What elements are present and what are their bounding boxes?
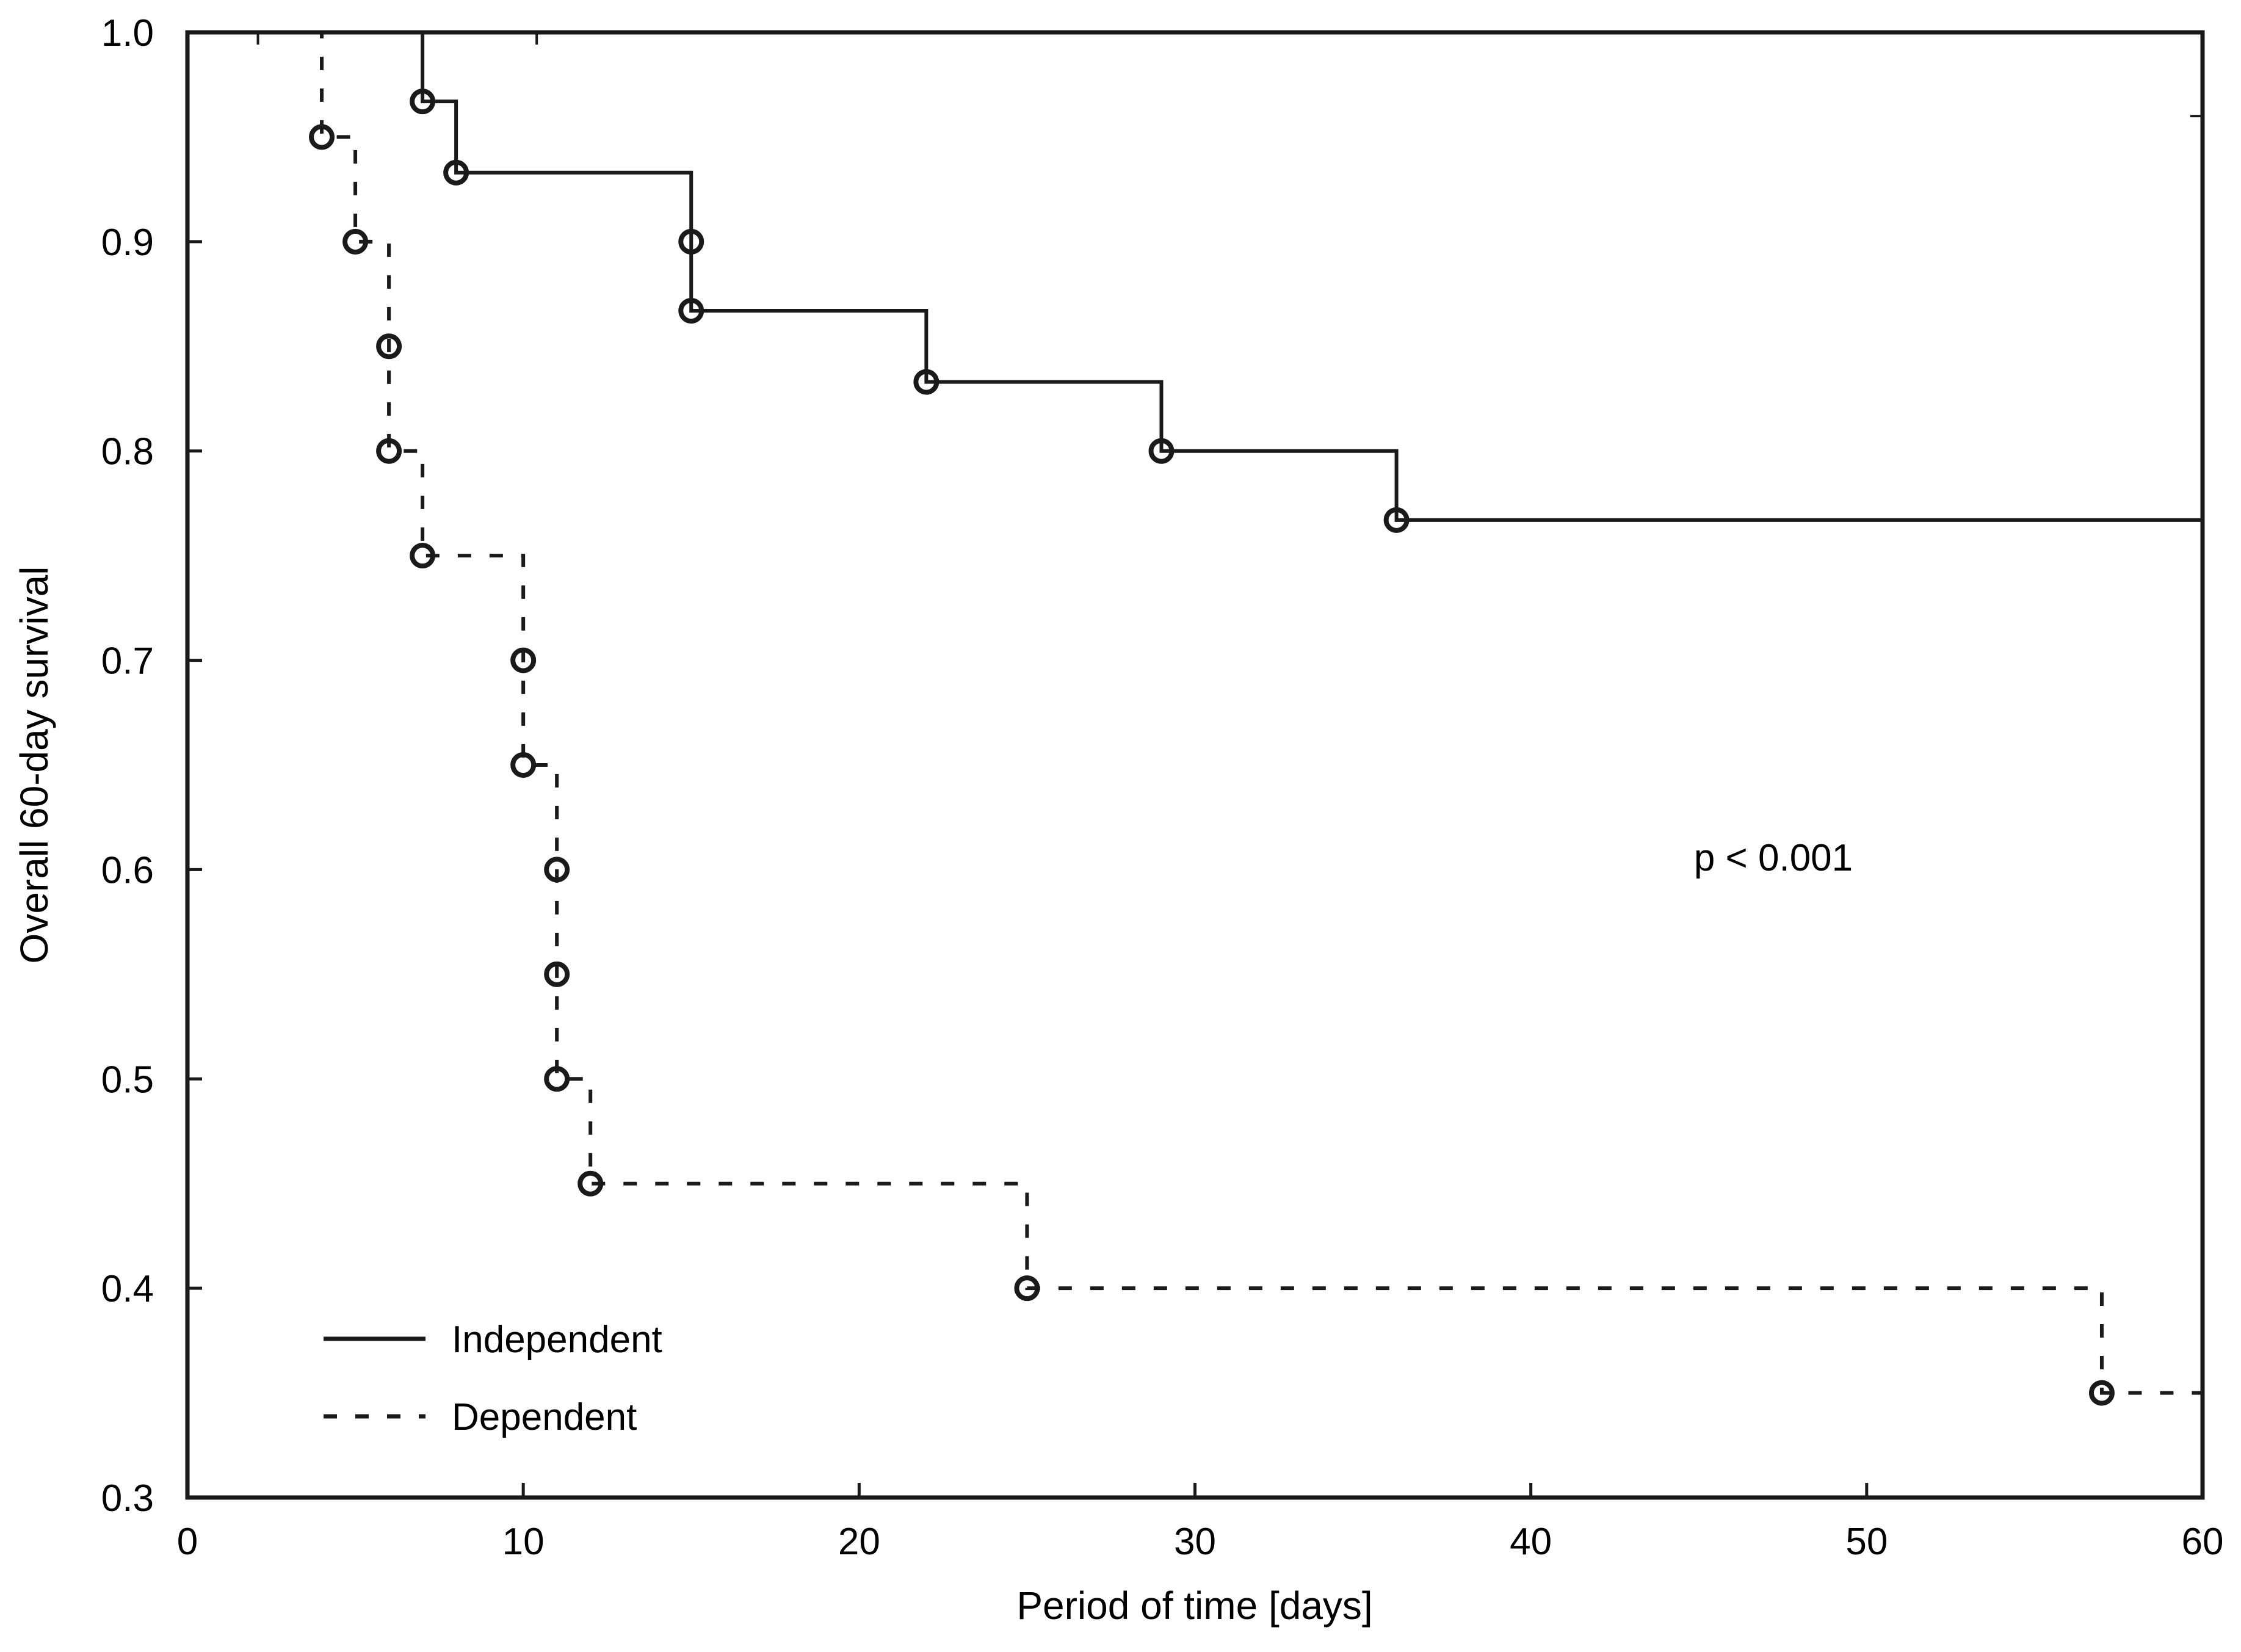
- event-marker-independent: [410, 89, 436, 115]
- y-axis-tick-label: 0.9: [101, 222, 154, 264]
- plot-frame: [185, 30, 2205, 1500]
- event-marker-dependent: [577, 1170, 604, 1197]
- event-marker-dependent: [544, 961, 570, 987]
- event-marker-dependent: [1014, 1275, 1040, 1302]
- legend-label-independent: Independent: [452, 1319, 662, 1361]
- x-axis-tick-label: 0: [177, 1521, 198, 1563]
- p-value-annotation: p < 0.001: [1694, 837, 1853, 879]
- event-marker-dependent: [342, 228, 369, 255]
- event-marker-dependent: [2088, 1380, 2115, 1406]
- y-axis-tick-label: 0.6: [101, 849, 154, 891]
- event-marker-independent: [443, 159, 469, 186]
- legend-label-dependent: Dependent: [452, 1396, 637, 1438]
- event-marker-independent: [678, 298, 704, 324]
- event-marker-independent: [1383, 507, 1410, 533]
- y-axis-tick-label: 0.4: [101, 1268, 154, 1310]
- x-axis-title: Period of time [days]: [1016, 1584, 1372, 1628]
- event-marker-independent: [913, 369, 939, 395]
- y-axis-tick-label: 0.8: [101, 431, 154, 473]
- series-dependent-line: [187, 31, 2203, 1395]
- y-axis-title: Overall 60-day survival: [12, 567, 56, 964]
- y-axis-tick-label: 0.5: [101, 1059, 154, 1101]
- x-axis-tick-label: 30: [1174, 1521, 1216, 1563]
- y-axis-tick-label: 0.3: [101, 1477, 154, 1520]
- y-axis-tick-label: 1.0: [101, 12, 154, 54]
- x-axis-tick-label: 50: [1845, 1521, 1888, 1563]
- event-marker-independent: [1148, 438, 1175, 464]
- event-marker-dependent: [510, 752, 537, 778]
- event-marker-independent: [678, 228, 704, 255]
- series-independent-line: [187, 31, 2203, 522]
- x-axis-tick-label: 10: [502, 1521, 545, 1563]
- event-marker-dependent: [544, 857, 570, 883]
- event-marker-dependent: [544, 1066, 570, 1092]
- event-marker-dependent: [410, 543, 436, 569]
- event-marker-dependent: [376, 438, 402, 464]
- event-marker-dependent: [309, 124, 335, 150]
- x-axis-tick-label: 40: [1510, 1521, 1552, 1563]
- event-marker-dependent: [510, 647, 537, 673]
- x-axis-tick-label: 20: [838, 1521, 880, 1563]
- event-marker-dependent: [376, 333, 402, 360]
- x-axis-tick-label: 60: [2182, 1521, 2224, 1563]
- y-axis-tick-label: 0.7: [101, 640, 154, 683]
